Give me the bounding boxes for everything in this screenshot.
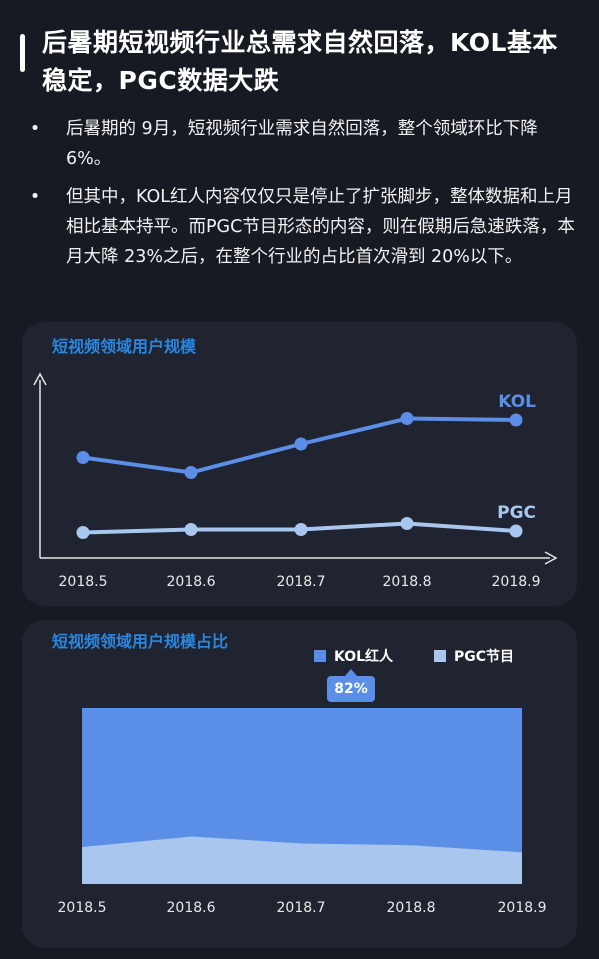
bullet-list: • 后暑期的 9月，短视频行业需求自然回落，整个领域环比下降 6%。 • 但其中… [28,114,588,280]
line-chart-title: 短视频领域用户规模 [52,337,197,356]
bullet-item-2: • 但其中，KOL红人内容仅仅只是停止了扩张脚步，整体数据和上月相比基本持平。而… [28,182,588,272]
legend-item-kol: KOL红人 [314,646,393,666]
legend-swatch-pgc [434,650,446,662]
legend-item-pgc: PGC节目 [434,646,514,666]
bullet-text-1: 后暑期的 9月，短视频行业需求自然回落，整个领域环比下降 6%。 [66,119,538,169]
bullet-dot: • [29,187,41,207]
title-accent-bar [20,34,25,72]
page-title: 后暑期短视频行业总需求自然回落，KOL基本稳定，PGC数据大跌 [42,28,558,95]
legend-label-kol: KOL红人 [334,649,394,665]
area-chart-title: 短视频领域用户规模占比 [52,632,229,651]
value-tooltip: 82% [327,669,375,702]
legend-label-pgc: PGC节目 [454,649,515,665]
bullet-dot: • [29,119,41,139]
bullet-item-1: • 后暑期的 9月，短视频行业需求自然回落，整个领域环比下降 6%。 [28,114,588,174]
area-chart-panel [22,620,577,948]
line-chart-panel [22,322,577,606]
legend-swatch-kol [314,650,326,662]
bullet-text-2: 但其中，KOL红人内容仅仅只是停止了扩张脚步，整体数据和上月相比基本持平。而PG… [66,187,575,267]
